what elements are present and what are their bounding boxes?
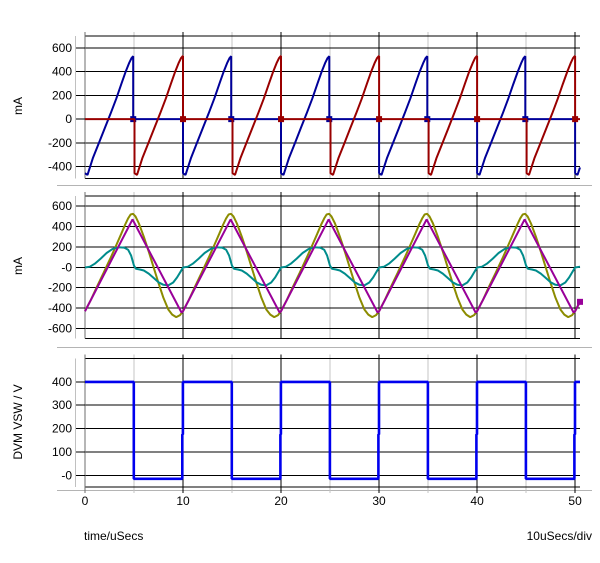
y-tick-label: 200 (52, 88, 72, 102)
x-tick-label: 0 (82, 494, 89, 508)
trace-switch-node-voltage (85, 380, 580, 481)
marker-phase2-inductor-current (180, 116, 187, 123)
y-tick-label: 300 (52, 398, 72, 412)
y-tick-label: -200 (48, 136, 72, 150)
y-tick-label: -0 (61, 260, 72, 274)
y-tick-label: -600 (48, 321, 72, 335)
x-tick-label: 40 (470, 494, 484, 508)
y-axis-label-plot2: mA (11, 257, 25, 275)
x-axis-label: time/uSecs (84, 529, 144, 543)
x-tick-label: 10 (176, 494, 190, 508)
y-tick-label: 600 (52, 41, 72, 55)
y-tick-label: 400 (52, 220, 72, 234)
y-tick-label: -400 (48, 301, 72, 315)
y-tick-label: 0 (65, 112, 72, 126)
y-tick-label: 100 (52, 445, 72, 459)
y-tick-label: -200 (48, 281, 72, 295)
x-scale-label: 10uSecs/div (526, 529, 592, 543)
y-tick-label: 400 (52, 375, 72, 389)
y-axis-label-plot1: mA (11, 97, 25, 115)
marker-phase2-inductor-current (278, 116, 285, 123)
marker-combined-triangle-current (577, 298, 583, 305)
x-tick-label: 20 (274, 494, 288, 508)
trace-capacitor-ripple-current (84, 246, 581, 287)
x-tick-label: 30 (372, 494, 386, 508)
y-tick-label: -0 (61, 468, 72, 482)
y-tick-label: 200 (52, 240, 72, 254)
trace-combined-triangle-current (84, 218, 581, 314)
trace-total-input-current (84, 212, 581, 318)
y-tick-label: -400 (48, 160, 72, 174)
marker-phase2-inductor-current (376, 116, 383, 123)
marker-phase2-inductor-current (572, 116, 579, 123)
x-tick-label: 50 (568, 494, 582, 508)
trace-phase2-inductor-current (85, 55, 580, 176)
y-tick-label: 400 (52, 65, 72, 79)
y-axis-label-plot3: DVM VSW / V (11, 384, 25, 460)
marker-phase2-inductor-current (474, 116, 481, 123)
y-tick-label: 200 (52, 422, 72, 436)
y-tick-label: 600 (52, 199, 72, 213)
